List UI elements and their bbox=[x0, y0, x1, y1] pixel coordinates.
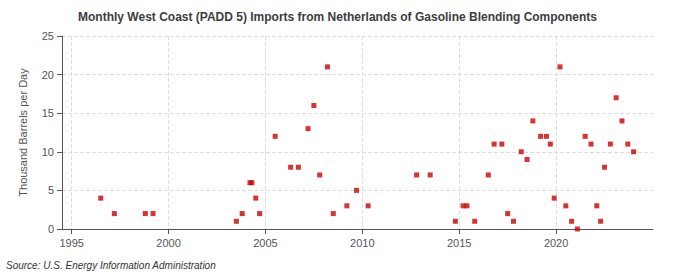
svg-text:1995: 1995 bbox=[59, 237, 83, 249]
svg-text:2000: 2000 bbox=[156, 237, 180, 249]
svg-text:2010: 2010 bbox=[350, 237, 374, 249]
svg-text:2020: 2020 bbox=[544, 237, 568, 249]
svg-text:25: 25 bbox=[42, 30, 54, 42]
svg-text:15: 15 bbox=[42, 107, 54, 119]
svg-text:2005: 2005 bbox=[253, 237, 277, 249]
svg-text:0: 0 bbox=[48, 223, 54, 235]
svg-text:Source: U.S. Energy Informatio: Source: U.S. Energy Information Administ… bbox=[6, 260, 216, 271]
svg-text:Monthly West Coast (PADD 5) Im: Monthly West Coast (PADD 5) Imports from… bbox=[78, 10, 597, 24]
svg-text:10: 10 bbox=[42, 146, 54, 158]
svg-text:5: 5 bbox=[48, 184, 54, 196]
svg-text:2015: 2015 bbox=[447, 237, 471, 249]
svg-text:20: 20 bbox=[42, 69, 54, 81]
svg-text:Thousand Barrels per Day: Thousand Barrels per Day bbox=[17, 68, 29, 197]
